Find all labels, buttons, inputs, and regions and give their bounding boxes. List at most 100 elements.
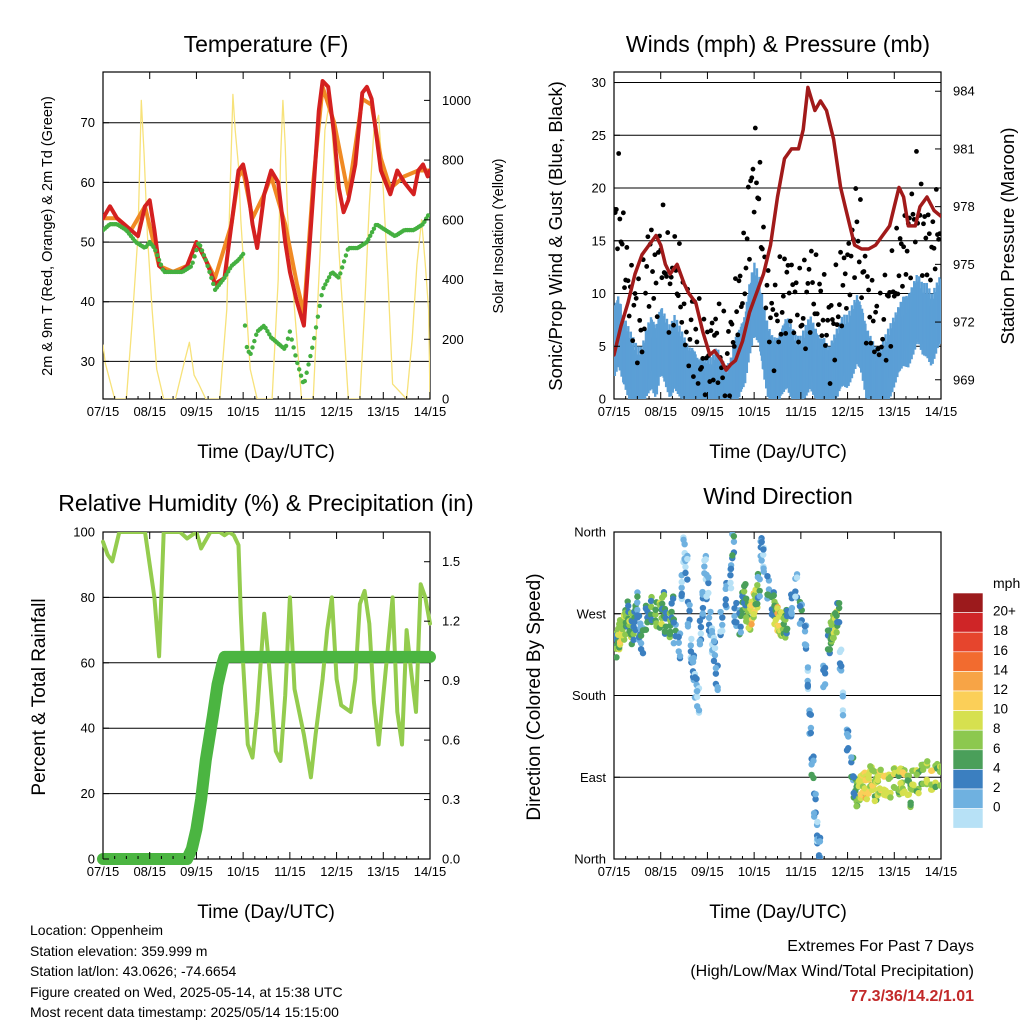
dewpoint-point bbox=[192, 254, 197, 259]
temperature-panel: Temperature (F) Time (Day/UTC) 2m & 9m T… bbox=[40, 31, 507, 463]
temperature-ytick-label: 40 bbox=[81, 294, 95, 309]
gust-point bbox=[848, 253, 854, 259]
gust-point bbox=[654, 314, 660, 320]
gust-point bbox=[763, 305, 769, 311]
gust-point bbox=[931, 245, 937, 251]
direction-point bbox=[712, 664, 720, 672]
gust-point bbox=[696, 296, 702, 301]
dewpoint-point bbox=[323, 282, 328, 287]
gust-point bbox=[634, 360, 640, 366]
winds-title: Winds (mph) & Pressure (mb) bbox=[626, 31, 930, 57]
dewpoint-point bbox=[224, 272, 229, 277]
direction-point bbox=[669, 595, 677, 602]
direction-point bbox=[722, 596, 729, 603]
direction-xtick-label: 14/15 bbox=[925, 864, 958, 879]
dewpoint-point bbox=[321, 285, 326, 291]
gust-point bbox=[863, 340, 869, 346]
direction-series-group bbox=[614, 532, 941, 859]
gust-point bbox=[804, 289, 810, 295]
t9m-line bbox=[103, 84, 430, 316]
temperature-series-group bbox=[103, 79, 430, 399]
gust-point bbox=[614, 207, 619, 212]
gust-point bbox=[810, 280, 815, 285]
gust-point bbox=[722, 393, 728, 399]
direction-ylabel-left: Direction (Colored By Speed) bbox=[524, 573, 545, 820]
gust-point bbox=[881, 317, 887, 322]
gust-point bbox=[866, 287, 871, 293]
gust-point bbox=[660, 202, 666, 208]
direction-point bbox=[727, 571, 734, 579]
gust-point bbox=[790, 282, 796, 288]
direction-point bbox=[722, 601, 729, 609]
direction-point bbox=[915, 789, 922, 797]
gust-point bbox=[879, 344, 884, 350]
gust-point bbox=[765, 268, 771, 273]
gust-point bbox=[880, 336, 886, 342]
dewpoint-point bbox=[304, 370, 309, 375]
direction-point bbox=[919, 766, 927, 773]
direction-xlabel: Time (Day/UTC) bbox=[709, 902, 847, 923]
gust-point bbox=[633, 295, 639, 301]
direction-point bbox=[804, 664, 812, 671]
gust-point bbox=[730, 339, 736, 345]
gust-point bbox=[716, 301, 722, 307]
gust-point bbox=[919, 273, 925, 278]
gust-point bbox=[782, 256, 787, 262]
gust-point bbox=[824, 332, 829, 338]
gust-point bbox=[855, 238, 861, 244]
gust-point bbox=[868, 340, 874, 346]
humidity-xtick-label: 12/15 bbox=[320, 864, 353, 879]
direction-point bbox=[668, 608, 675, 616]
direction-point bbox=[647, 597, 655, 605]
gust-point bbox=[833, 262, 839, 268]
gust-point bbox=[822, 343, 828, 348]
direction-point bbox=[676, 652, 684, 660]
gust-point bbox=[754, 180, 759, 186]
temperature-y2tick-label: 1000 bbox=[442, 93, 471, 108]
direction-point bbox=[788, 609, 795, 616]
direction-point bbox=[936, 768, 941, 775]
direction-point bbox=[743, 614, 750, 621]
humidity-xtick-label: 08/15 bbox=[133, 864, 166, 879]
direction-point bbox=[661, 628, 669, 635]
gust-point bbox=[921, 221, 926, 227]
direction-point bbox=[770, 592, 777, 599]
direction-point bbox=[634, 599, 641, 606]
humidity-xtick-label: 11/15 bbox=[274, 864, 306, 879]
gust-point bbox=[936, 236, 941, 242]
gust-point bbox=[846, 241, 852, 246]
direction-point bbox=[826, 646, 833, 653]
dewpoint-point bbox=[285, 336, 291, 341]
direction-point bbox=[885, 775, 892, 783]
gust-point bbox=[852, 275, 857, 281]
dewpoint-point bbox=[263, 325, 268, 331]
gust-point bbox=[909, 191, 915, 197]
direction-point bbox=[678, 592, 685, 600]
winds-ytick-label: 25 bbox=[592, 128, 606, 143]
gust-point bbox=[761, 224, 766, 230]
direction-point bbox=[637, 645, 645, 653]
gust-point bbox=[727, 393, 733, 399]
dewpoint-point bbox=[242, 323, 248, 328]
temperature-y2tick-label: 800 bbox=[442, 153, 464, 168]
winds-ytick-label: 30 bbox=[592, 75, 606, 90]
winds-y2tick-label: 978 bbox=[953, 199, 975, 214]
gust-point bbox=[841, 255, 847, 261]
winds-y2tick-label: 984 bbox=[953, 84, 975, 99]
winds-xlabel: Time (Day/UTC) bbox=[709, 442, 847, 463]
direction-point bbox=[792, 593, 799, 600]
gust-point bbox=[757, 159, 763, 165]
gust-point bbox=[799, 322, 805, 328]
direction-point bbox=[897, 780, 904, 787]
direction-point bbox=[748, 621, 755, 628]
legend-label: 4 bbox=[993, 760, 1001, 775]
direction-point bbox=[708, 627, 716, 635]
direction-point bbox=[699, 604, 707, 612]
legend-swatch bbox=[952, 671, 984, 692]
direction-point bbox=[717, 608, 724, 616]
gust-point bbox=[877, 290, 883, 296]
gust-point bbox=[644, 264, 650, 269]
winds-panel: Winds (mph) & Pressure (mb) Time (Day/UT… bbox=[545, 31, 1018, 463]
temperature-xtick-label: 07/15 bbox=[87, 404, 120, 419]
direction-point bbox=[635, 612, 643, 620]
